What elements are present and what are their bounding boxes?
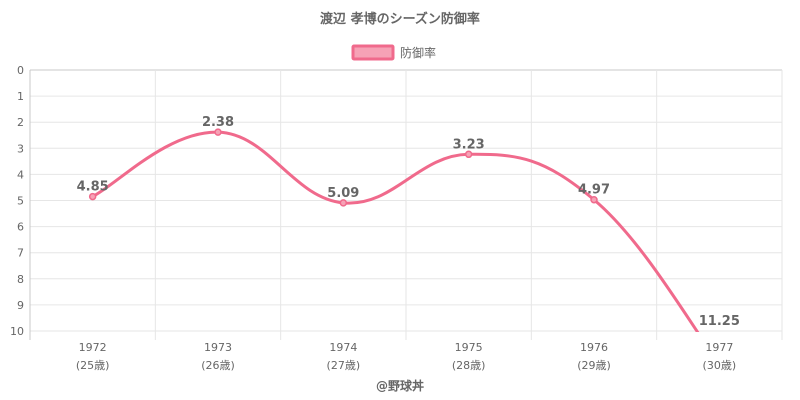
y-axis: 0 1 2 3 4 5 6 7 8 9 10 xyxy=(10,64,24,338)
x-tick-sublabel: (30歳) xyxy=(703,359,737,372)
grid xyxy=(29,69,783,340)
legend-swatch xyxy=(351,44,395,61)
data-label: 2.38 xyxy=(202,115,234,130)
legend-label: 防御率 xyxy=(400,45,436,60)
x-tick-label: 1977 xyxy=(705,341,733,354)
y-tick-label: 4 xyxy=(17,168,24,181)
credit-text: @野球丼 xyxy=(376,378,424,393)
x-tick-sublabel: (28歳) xyxy=(452,359,486,372)
y-tick-label: 0 xyxy=(17,64,24,77)
y-tick-label: 9 xyxy=(17,299,24,312)
x-tick-label: 1976 xyxy=(580,341,608,354)
chart-title: 渡辺 孝博のシーズン防御率 xyxy=(320,11,480,27)
data-label: 4.85 xyxy=(77,180,109,195)
y-tick-label: 6 xyxy=(17,221,24,234)
data-point[interactable] xyxy=(339,199,348,207)
x-tick-label: 1974 xyxy=(329,341,357,354)
y-tick-label: 7 xyxy=(17,247,24,260)
series-line-group xyxy=(91,130,700,332)
x-tick-sublabel: (29歳) xyxy=(577,359,611,372)
x-tick-sublabel: (27歳) xyxy=(327,359,361,372)
data-points xyxy=(88,128,598,207)
data-label: 3.23 xyxy=(453,137,485,152)
data-labels: 4.85 2.38 5.09 3.23 4.97 11.25 xyxy=(77,115,740,329)
data-point[interactable] xyxy=(88,192,97,201)
data-point[interactable] xyxy=(464,150,473,159)
legend[interactable]: 防御率 xyxy=(351,44,436,61)
x-axis: 1972 (25歳) 1973 (26歳) 1974 (27歳) 1975 (28歳) 1976… xyxy=(76,341,736,372)
y-tick-label: 10 xyxy=(10,325,24,338)
y-tick-label: 8 xyxy=(17,273,24,286)
y-tick-label: 1 xyxy=(17,90,24,103)
y-tick-label: 5 xyxy=(17,195,24,208)
y-tick-label: 2 xyxy=(17,116,24,129)
x-tick-label: 1975 xyxy=(455,341,483,354)
data-label: 11.25 xyxy=(699,314,740,329)
x-tick-sublabel: (26歳) xyxy=(201,359,235,372)
x-tick-label: 1972 xyxy=(79,341,107,354)
data-point[interactable] xyxy=(590,195,598,204)
y-tick-label: 3 xyxy=(17,142,24,155)
x-tick-sublabel: (25歳) xyxy=(76,359,110,372)
x-tick-label: 1973 xyxy=(204,341,232,354)
data-point[interactable] xyxy=(214,128,222,136)
series-line xyxy=(91,130,700,332)
data-label: 5.09 xyxy=(327,186,359,201)
data-label: 4.97 xyxy=(578,183,610,198)
